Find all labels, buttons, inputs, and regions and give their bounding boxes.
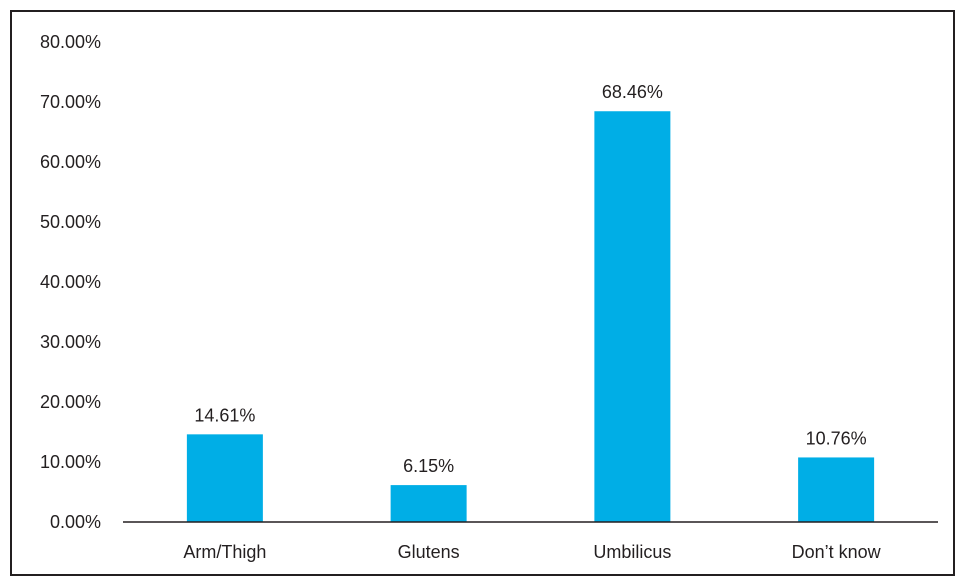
y-tick-label: 40.00% bbox=[40, 272, 101, 292]
y-tick-label: 50.00% bbox=[40, 212, 101, 232]
y-tick-label: 20.00% bbox=[40, 392, 101, 412]
bar bbox=[594, 111, 671, 523]
bar bbox=[390, 485, 467, 522]
bar bbox=[798, 457, 875, 522]
y-tick-label: 80.00% bbox=[40, 32, 101, 52]
y-tick-label: 60.00% bbox=[40, 152, 101, 172]
y-tick-label: 0.00% bbox=[50, 512, 101, 532]
data-label: 10.76% bbox=[806, 428, 867, 448]
y-tick-label: 10.00% bbox=[40, 452, 101, 472]
data-label: 14.61% bbox=[194, 405, 255, 425]
y-axis-ticks: 0.00% 10.00% 20.00% 30.00% 40.00% 50.00% 60.00… bbox=[40, 32, 101, 532]
category-label: Arm/Thigh bbox=[183, 542, 266, 562]
y-tick-label: 30.00% bbox=[40, 332, 101, 352]
data-label: 6.15% bbox=[403, 456, 454, 476]
category-labels: Arm/Thigh Glutens Umbilicus Don’t know bbox=[183, 542, 881, 562]
bar bbox=[186, 434, 263, 522]
y-tick-label: 70.00% bbox=[40, 92, 101, 112]
category-label: Glutens bbox=[398, 542, 460, 562]
chart-frame bbox=[10, 10, 955, 576]
category-label: Umbilicus bbox=[593, 542, 671, 562]
bars bbox=[186, 111, 875, 523]
data-label: 68.46% bbox=[602, 82, 663, 102]
category-label: Don’t know bbox=[792, 542, 882, 562]
data-labels: 14.61% 6.15% 68.46% 10.76% bbox=[194, 82, 866, 476]
